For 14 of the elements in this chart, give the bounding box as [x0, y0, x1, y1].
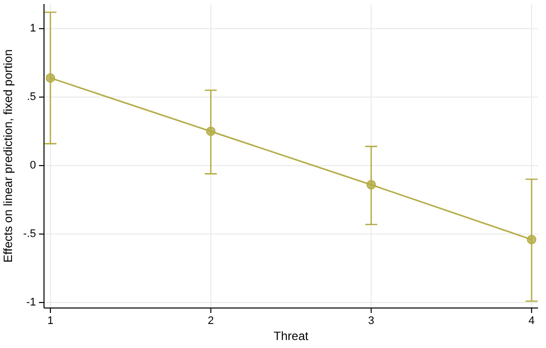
x-tick-label: 2 [208, 315, 214, 327]
y-tick-label: -.5 [23, 228, 36, 240]
x-axis-title: Threat [274, 329, 310, 343]
y-axis-title: Effects on linear prediction, fixed portion [1, 49, 15, 263]
point [526, 234, 536, 244]
x-tick-label: 1 [47, 315, 54, 327]
y-tick-label: .5 [26, 91, 36, 104]
y-tick-label: -1 [26, 296, 36, 309]
y-tick-label: 0 [30, 160, 36, 172]
x-tick-label: 4 [528, 315, 535, 327]
y-tick-label: 1 [30, 22, 36, 35]
x-tick-label: 3 [368, 315, 374, 327]
point [206, 126, 216, 136]
point [366, 180, 376, 190]
